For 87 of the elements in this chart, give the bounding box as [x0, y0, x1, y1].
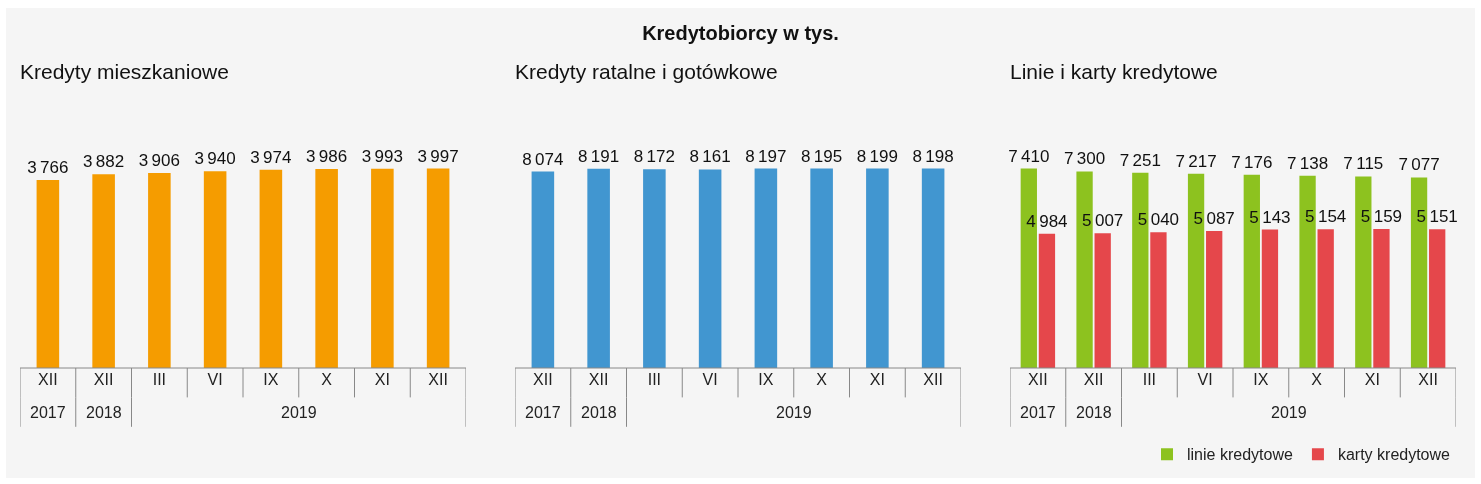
x-tick-label: X	[1311, 371, 1323, 388]
x-tick-label: III	[152, 371, 167, 388]
data-label: 3 974	[250, 147, 292, 167]
data-label: 8 191	[578, 146, 620, 166]
text: 2018	[1076, 404, 1112, 421]
data-label: 7 176	[1231, 152, 1273, 172]
text: 2018	[86, 404, 122, 421]
x-tick-label: III	[647, 371, 662, 388]
x-tick-label: VI	[207, 371, 223, 388]
bar	[1261, 229, 1279, 368]
text: 2018	[581, 404, 617, 421]
bar	[1429, 229, 1446, 368]
data-label: 8 172	[633, 147, 675, 167]
text: 2017	[1020, 404, 1056, 421]
bar	[1076, 171, 1093, 368]
bar	[1094, 233, 1111, 368]
data-label: 5 040	[1137, 210, 1180, 230]
x-tick-label: XI	[374, 371, 390, 388]
data-label: 7 300	[1063, 149, 1106, 169]
x-tick-label: XII	[1418, 371, 1438, 388]
data-label: 3 940	[194, 149, 236, 169]
bar	[1187, 173, 1205, 368]
data-label: 7 217	[1175, 151, 1217, 171]
x-tick-label: IX	[1253, 371, 1269, 388]
data-label: 5 151	[1416, 207, 1458, 227]
x-tick-label: IX	[263, 371, 279, 388]
data-label: 5 007	[1082, 211, 1124, 231]
x-tick-label: XII	[923, 371, 943, 388]
data-label: 3 997	[417, 146, 459, 166]
data-label: 3 906	[138, 151, 180, 171]
bar	[1410, 177, 1428, 368]
data-label: 5 154	[1305, 207, 1347, 227]
data-label: 7 115	[1343, 154, 1384, 174]
legend-label: linie kredytowe	[1187, 446, 1293, 464]
x-tick-label: XI	[869, 371, 885, 388]
data-label: 8 161	[689, 147, 731, 167]
x-tick-label: X	[816, 371, 828, 388]
data-label: 7 077	[1398, 155, 1440, 175]
data-label: 8 195	[801, 146, 843, 166]
data-label: 7 251	[1119, 150, 1161, 170]
chart-title: Kredyty ratalne i gotówkowe	[515, 60, 778, 83]
x-tick-label: III	[1142, 371, 1157, 388]
data-label: 8 198	[912, 146, 954, 166]
chart-title: Kredyty mieszkaniowe	[20, 60, 229, 83]
x-tick-label: XII	[38, 371, 58, 388]
data-label: 3 993	[361, 146, 403, 166]
text: 2019	[1271, 404, 1307, 421]
text: 2019	[776, 404, 812, 421]
bar	[1355, 176, 1372, 368]
x-tick-label: XII	[93, 371, 114, 388]
bar	[1132, 172, 1149, 368]
data-label: 8 074	[522, 149, 564, 169]
x-tick-label: XII	[533, 371, 553, 388]
x-tick-label: XI	[1364, 371, 1380, 388]
data-label: 7 138	[1286, 153, 1329, 173]
text: 2017	[30, 404, 66, 421]
x-tick-label: XII	[1083, 371, 1104, 388]
data-label: 5 087	[1193, 209, 1235, 229]
bar	[1317, 229, 1334, 368]
x-tick-label: VI	[702, 371, 718, 388]
text: 2019	[281, 404, 317, 421]
bar	[1038, 233, 1056, 368]
text: Kredytobiorcy w tys.	[641, 22, 840, 45]
x-tick-label: XII	[588, 371, 609, 388]
legend-label: karty kredytowe	[1337, 446, 1451, 464]
data-label: 8 197	[745, 146, 787, 166]
x-tick-label: XII	[428, 371, 448, 388]
x-tick-label: IX	[758, 371, 774, 388]
bar	[1206, 231, 1223, 368]
data-label: 3 766	[27, 158, 69, 178]
bar	[1150, 232, 1167, 368]
data-label: 8 199	[856, 146, 898, 166]
data-label: 5 143	[1249, 207, 1291, 227]
data-label: 7 410	[1008, 146, 1050, 166]
x-tick-label: XII	[1028, 371, 1048, 388]
data-label: 5 159	[1360, 207, 1403, 227]
bar	[1373, 229, 1390, 368]
x-tick-label: X	[321, 371, 333, 388]
chart-title: Linie i karty kredytowe	[1010, 60, 1218, 83]
data-label: 3 986	[306, 147, 348, 167]
data-label: 4 984	[1026, 211, 1068, 231]
bar	[1299, 175, 1316, 368]
bar	[1243, 174, 1260, 368]
data-label: 3 882	[83, 152, 125, 172]
text: 2017	[525, 404, 561, 421]
x-tick-label: VI	[1197, 371, 1213, 388]
bar	[1020, 168, 1037, 368]
